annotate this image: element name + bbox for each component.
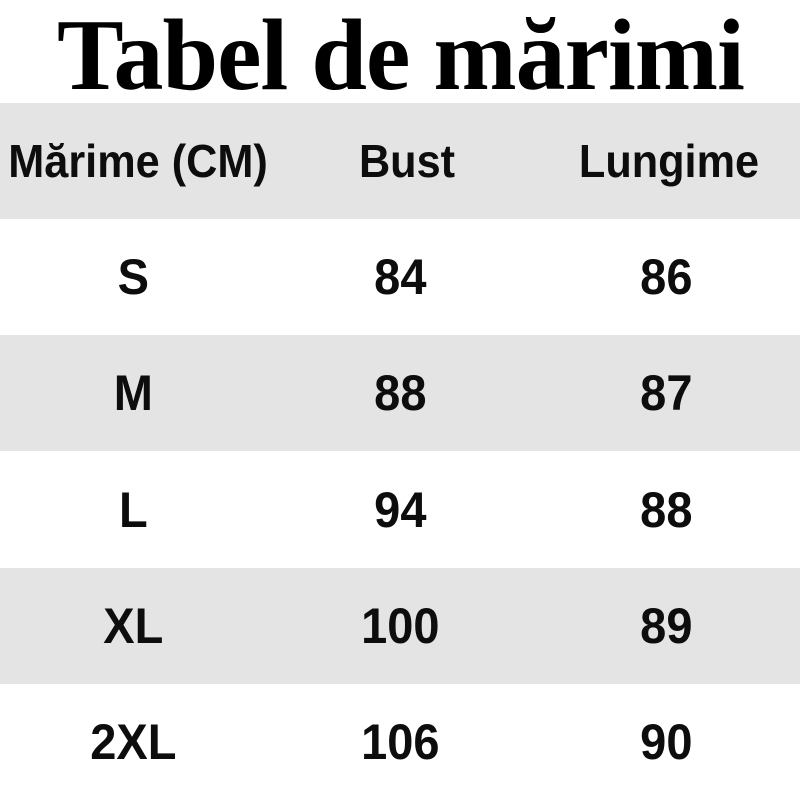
- size-table: Mărime (CM) Bust Lungime S 84 86 M 88 87…: [0, 103, 800, 800]
- bust-value: 100: [360, 597, 440, 654]
- page-title-wrap: Tabel de mărimi: [0, 0, 800, 106]
- lungime-value: 88: [640, 481, 693, 538]
- table-row-s: S 84 86: [0, 219, 800, 335]
- size-label: M: [113, 365, 153, 422]
- column-header-bust: Bust: [358, 135, 456, 188]
- lungime-value: 87: [640, 365, 693, 422]
- column-header-marime: Mărime (CM): [8, 135, 268, 188]
- lungime-value: 90: [640, 713, 693, 770]
- page-title: Tabel de mărimi: [56, 0, 745, 112]
- bust-value: 106: [360, 713, 440, 770]
- bust-value: 84: [373, 249, 427, 306]
- bust-value: 94: [373, 481, 427, 538]
- size-label: XL: [103, 597, 164, 654]
- size-label: S: [117, 249, 149, 306]
- column-header-lungime: Lungime: [578, 135, 760, 188]
- size-label: L: [118, 481, 148, 538]
- table-row-l: L 94 88: [0, 451, 800, 567]
- size-label: 2XL: [90, 713, 177, 770]
- table-row-xl: XL 100 89: [0, 567, 800, 684]
- bust-value: 88: [373, 365, 427, 422]
- lungime-value: 86: [640, 249, 693, 306]
- table-header-row: Mărime (CM) Bust Lungime: [0, 103, 800, 220]
- table-row-2xl: 2XL 106 90: [0, 684, 800, 800]
- table-row-m: M 88 87: [0, 335, 800, 452]
- lungime-value: 89: [640, 597, 693, 654]
